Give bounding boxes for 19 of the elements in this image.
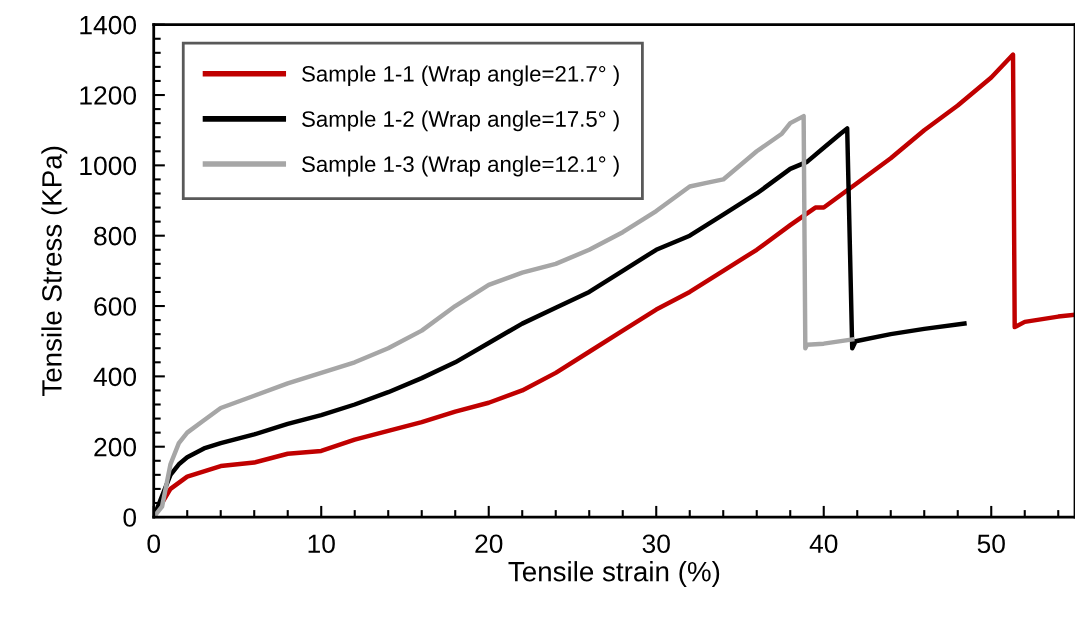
x-tick-label: 30 (642, 534, 670, 554)
x-tick-label: 0 (147, 534, 161, 554)
x-tick-label: 50 (977, 534, 1005, 554)
y-tick-label: 0 (123, 508, 137, 527)
y-tick-label: 800 (94, 226, 137, 246)
y-axis-title: Tensile Stress (KPa) (41, 146, 68, 397)
legend-label: Sample 1-2 (Wrap angle=17.5° ) (302, 110, 619, 132)
legend-label: Sample 1-3 (Wrap angle=12.1° ) (302, 155, 619, 177)
x-tick-label: 10 (308, 534, 335, 554)
y-tick-label: 200 (94, 437, 137, 457)
x-tick-label: 40 (809, 534, 838, 554)
x-axis-title: Tensile strain (%) (508, 561, 720, 587)
x-tick-label: 20 (475, 534, 503, 554)
y-tick-label: 600 (94, 297, 137, 316)
legend-label: Sample 1-1 (Wrap angle=21.7° ) (302, 65, 619, 87)
y-tick-label: 1400 (80, 15, 137, 35)
y-tick-label: 1000 (80, 156, 137, 176)
y-tick-label: 400 (93, 367, 137, 387)
y-tick-label: 1200 (80, 86, 137, 105)
